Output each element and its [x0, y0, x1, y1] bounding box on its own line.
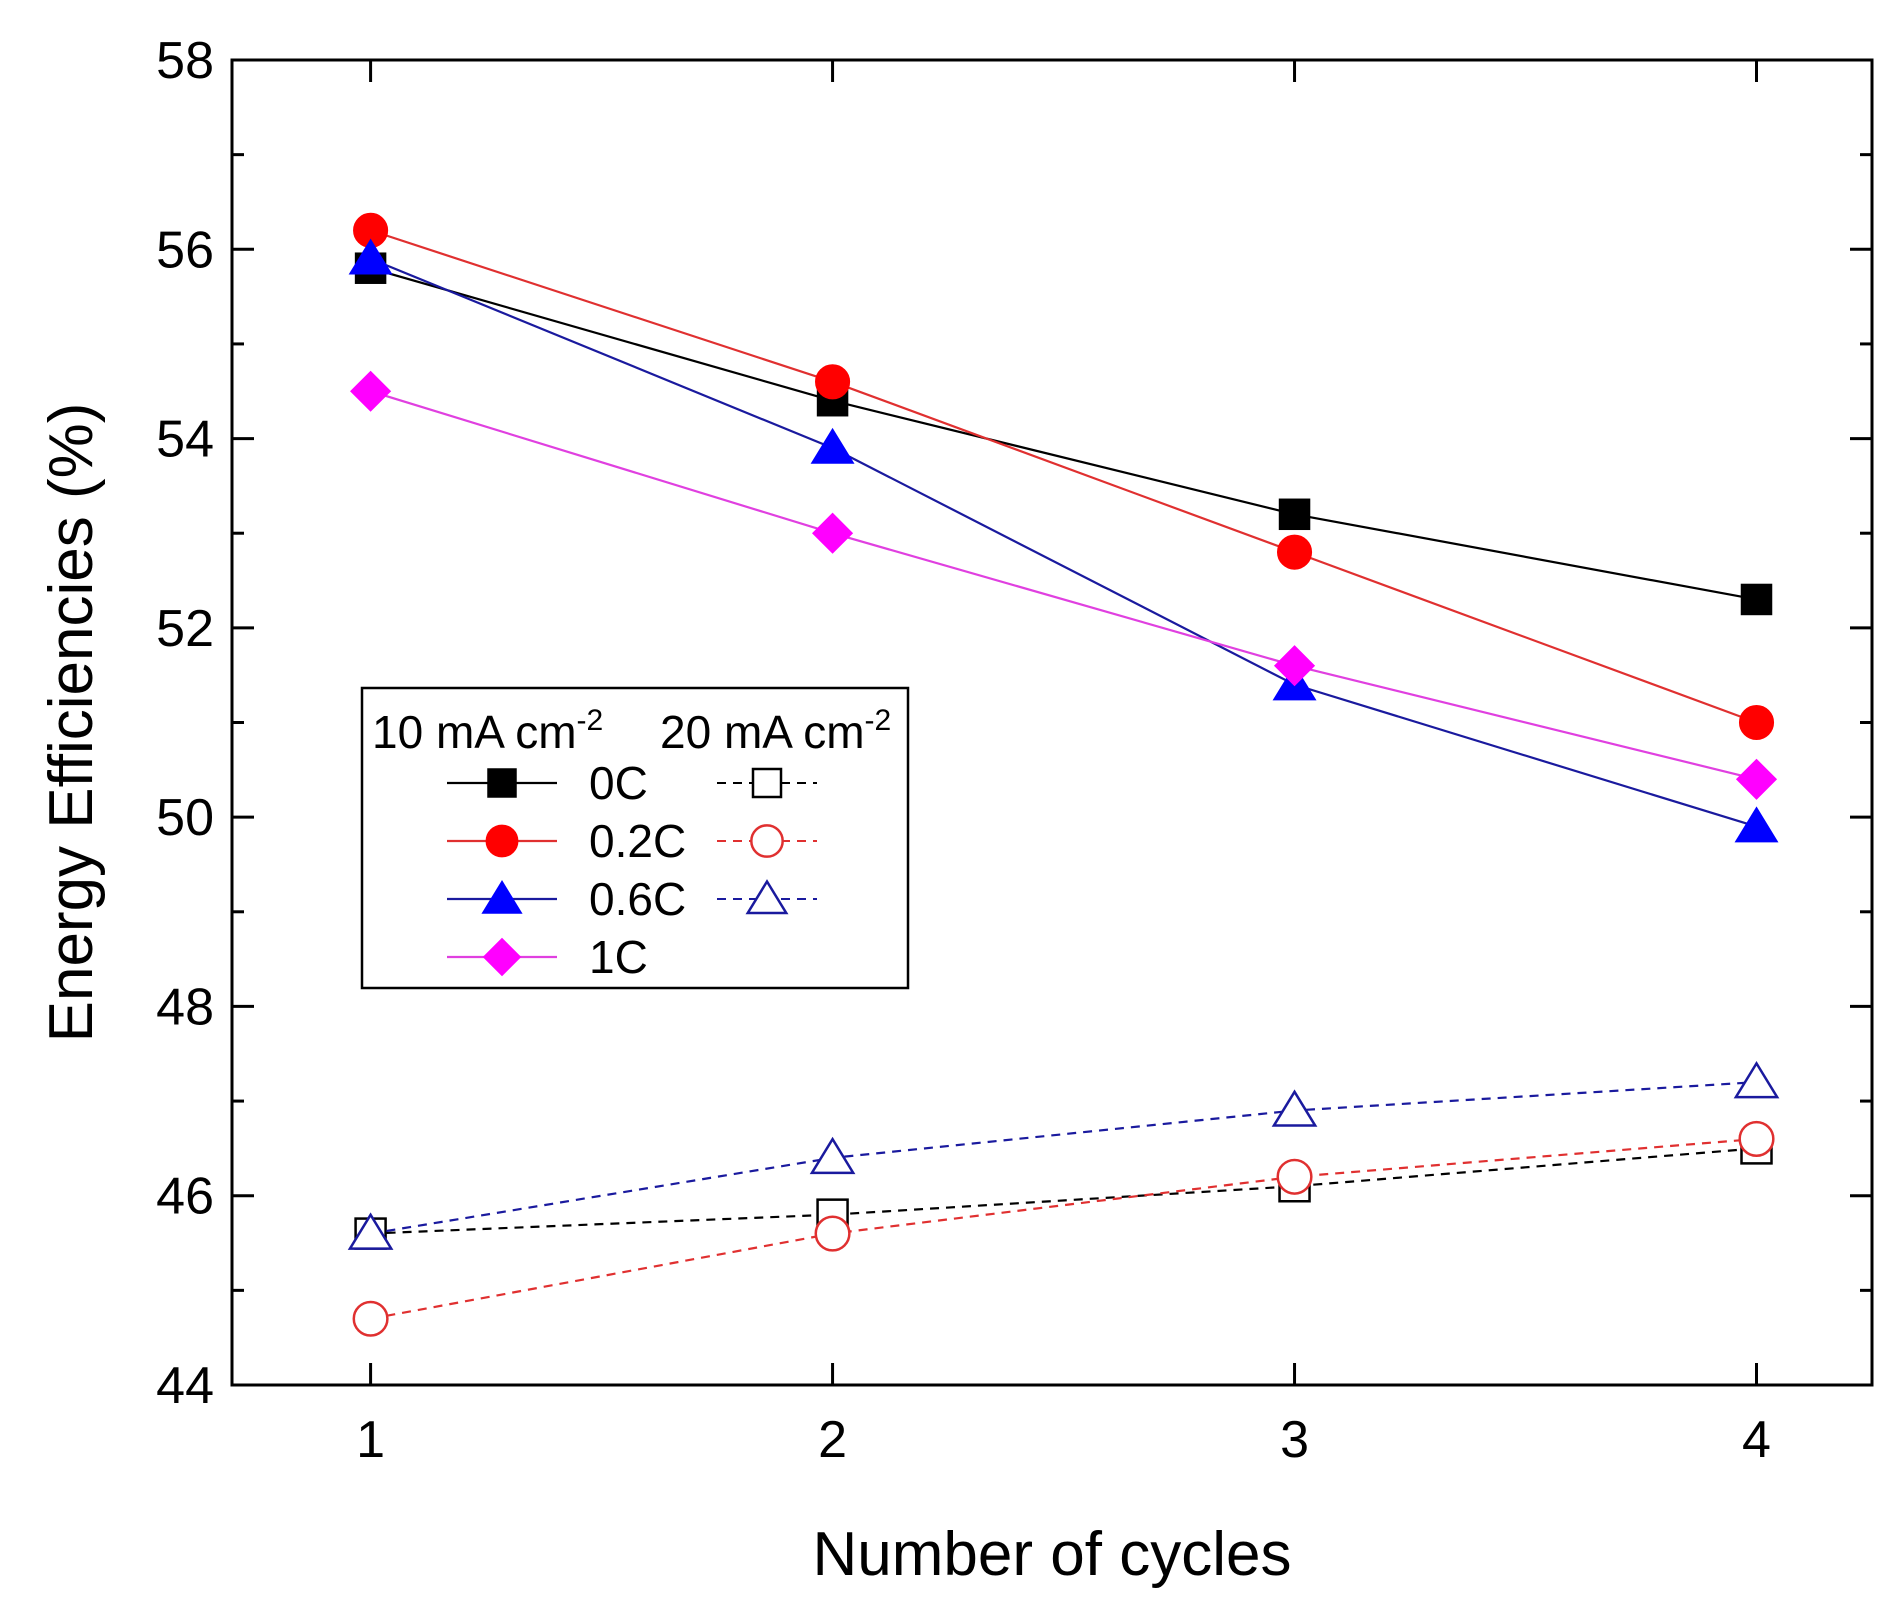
y-tick-label: 44: [156, 1357, 214, 1415]
series-0-6c-20-ma-cm-2-: [347, 1060, 1780, 1250]
legend-label: 1C: [589, 931, 648, 983]
data-point: [1740, 583, 1773, 616]
y-axis-title: Energy Efficiencies (%): [37, 403, 106, 1043]
series-line: [370, 1081, 1757, 1235]
legend-marker-filled: [485, 824, 519, 858]
data-point: [1734, 806, 1779, 843]
legend-marker-filled: [482, 937, 522, 977]
data-point: [814, 1215, 851, 1252]
series-0c-20-ma-cm-2-: [354, 1132, 1773, 1250]
legend-header-10ma: 10 mA cm-2: [372, 704, 603, 758]
legend-marker-filled: [481, 880, 523, 914]
x-tick-label: 2: [818, 1411, 847, 1469]
series-line: [370, 229, 1757, 724]
series-0-2c-10-ma-cm-2-: [353, 212, 1775, 741]
series-line: [370, 257, 1757, 828]
data-point: [815, 364, 851, 400]
x-axis-title: Number of cycles: [813, 1520, 1292, 1589]
series-line: [370, 390, 1757, 781]
data-point: [1738, 704, 1775, 741]
y-tick-label: 58: [156, 32, 214, 90]
data-point: [1276, 534, 1313, 570]
legend-marker-filled: [487, 768, 517, 798]
series-line: [370, 267, 1757, 601]
series-0-2c-20-ma-cm-2-: [352, 1120, 1775, 1337]
x-tick-label: 4: [1742, 1411, 1771, 1469]
legend-label: 0C: [589, 757, 648, 809]
series-line: [370, 1147, 1757, 1235]
data-point: [350, 370, 392, 412]
data-point: [352, 1300, 389, 1337]
data-point: [810, 427, 855, 464]
data-point: [1278, 498, 1311, 531]
data-point: [809, 1136, 856, 1175]
data-point: [1273, 645, 1316, 687]
x-tick-label: 3: [1280, 1411, 1309, 1469]
legend-marker-open: [745, 879, 789, 915]
data-point: [1738, 1120, 1775, 1157]
y-tick-label: 54: [156, 411, 214, 469]
series-line: [370, 1137, 1757, 1320]
data-point: [1276, 1158, 1313, 1195]
legend-box: [360, 686, 910, 990]
data-point: [1733, 1060, 1780, 1099]
legend-label: 0.2C: [589, 815, 686, 867]
series-1c-10-ma-cm-2-: [350, 370, 1778, 800]
y-tick-label: 52: [156, 600, 214, 658]
data-point: [1271, 1089, 1318, 1127]
data-point: [812, 512, 854, 554]
series-0c-10-ma-cm-2-: [354, 252, 1773, 616]
legend-marker-open: [750, 824, 784, 858]
legend-header-20ma: 20 mA cm-2: [660, 704, 891, 758]
data-point: [347, 1212, 394, 1250]
data-point: [1735, 758, 1778, 800]
y-tick-label: 50: [156, 789, 214, 847]
data-point: [348, 238, 393, 275]
legend-marker-open: [751, 767, 783, 799]
y-tick-label: 46: [156, 1168, 214, 1226]
y-tick-label: 48: [156, 978, 214, 1036]
legend-label: 0.6C: [589, 873, 686, 925]
x-tick-label: 1: [356, 1411, 385, 1469]
y-tick-label: 56: [156, 221, 214, 279]
